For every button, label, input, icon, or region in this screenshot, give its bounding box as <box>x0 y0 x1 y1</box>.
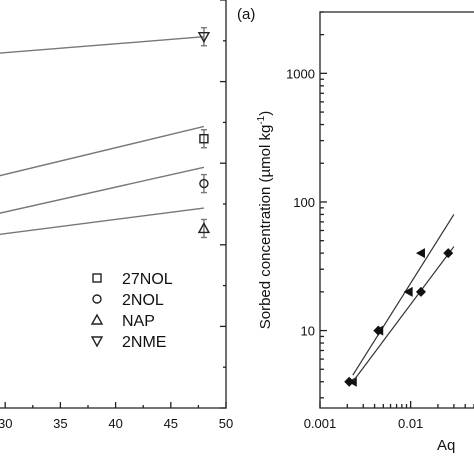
left-x-tick-label: 50 <box>219 416 233 431</box>
legend-marker-nap <box>90 313 104 325</box>
right-point-diamond <box>443 248 454 259</box>
point-2nme <box>197 32 211 44</box>
right-point-diamond <box>415 286 426 297</box>
left-x-tick-label: 30 <box>0 416 12 431</box>
point-27nol <box>199 134 209 144</box>
point-2nol <box>199 178 209 189</box>
fit-line-2nol <box>0 166 205 214</box>
legend-marker-27nol <box>92 273 102 283</box>
right-point-diamond <box>344 376 355 387</box>
right-point-diamond <box>373 325 384 336</box>
right-y-axis-label: Sorbed concentration (µmol kg-1) <box>256 111 274 330</box>
left-x-tick-label: 45 <box>164 416 178 431</box>
legend-marker-2nol <box>92 294 102 304</box>
fit-line-nap <box>0 207 205 235</box>
legend-label-nap: NAP <box>122 313 155 330</box>
right-point-left-triangle <box>415 248 425 259</box>
right-point-left-triangle <box>403 286 413 297</box>
point-nap <box>197 222 211 234</box>
panel-label: (a) <box>237 6 255 23</box>
right-fit-line-1 <box>352 214 455 376</box>
legend-label-2nme: 2NME <box>122 334 166 351</box>
left-x-tick-label: 35 <box>53 416 67 431</box>
right-x-tick-label: 0.001 <box>304 416 337 431</box>
left-x-tick-label: 40 <box>108 416 122 431</box>
right-x-axis-label: Aq <box>437 437 455 454</box>
fit-line-2nme <box>0 36 204 54</box>
right-y-tick-label: 10 <box>301 324 315 339</box>
right-y-tick-label: 100 <box>293 195 315 210</box>
left-axis-frame <box>0 0 227 409</box>
right-axis-frame <box>319 11 474 409</box>
left-panel: 30 35 40 45 50 27NOL 2NOL NAP 2NME <box>0 0 233 431</box>
right-fit-line-2 <box>352 246 455 383</box>
right-panel: 10 100 1000 0.001 0.01 Sorbed concentration (… <box>256 11 474 454</box>
legend-marker-2nme <box>90 336 104 348</box>
fit-line-27nol <box>0 125 205 177</box>
legend-label-2nol: 2NOL <box>122 292 164 309</box>
right-x-tick-label: 0.01 <box>398 416 423 431</box>
right-y-tick-label: 1000 <box>286 66 315 81</box>
legend-label-27nol: 27NOL <box>122 271 173 288</box>
